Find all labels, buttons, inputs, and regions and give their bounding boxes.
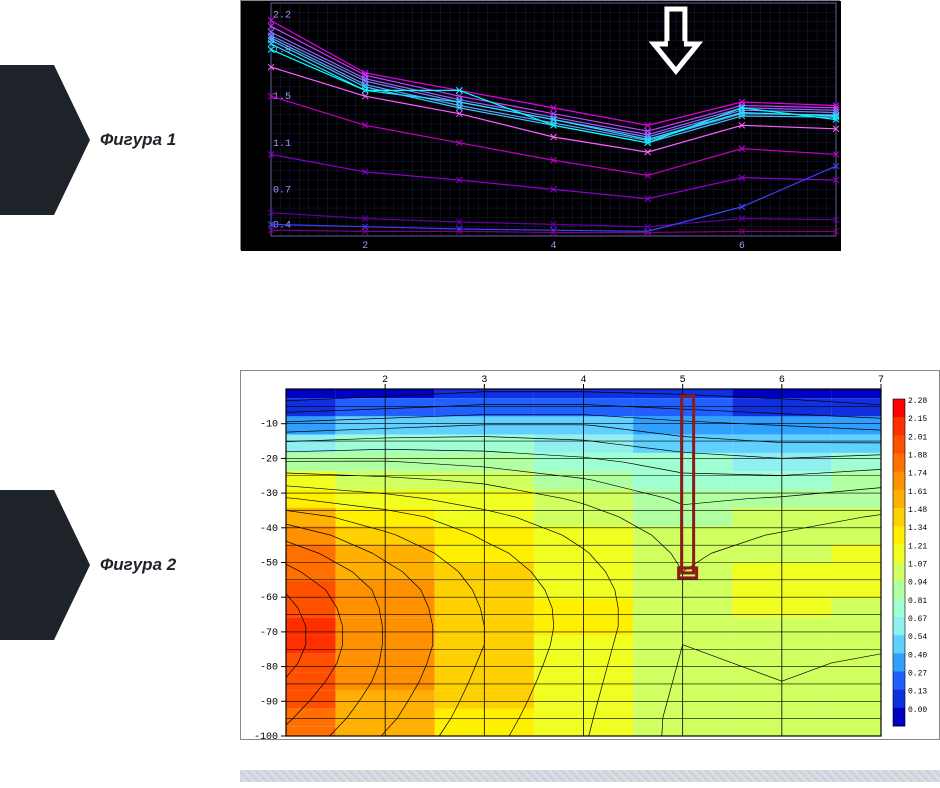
svg-text:4: 4: [551, 241, 557, 251]
figure-1-label: Фигура 1: [100, 130, 176, 150]
svg-text:4: 4: [581, 375, 587, 386]
pentagon-marker-2: [0, 490, 90, 640]
figure-2-label: Фигура 2: [100, 555, 176, 575]
svg-text:2.2: 2.2: [273, 11, 291, 22]
svg-text:-60: -60: [260, 593, 278, 604]
svg-text:-10: -10: [260, 420, 278, 431]
svg-text:-20: -20: [260, 454, 278, 465]
noise-strip: [240, 770, 940, 782]
figure-1-chart: 0.40.71.11.51.92.2246: [240, 0, 840, 250]
svg-text:2.01: 2.01: [908, 433, 927, 442]
svg-text:5: 5: [680, 375, 686, 386]
svg-text:0.81: 0.81: [908, 597, 927, 606]
svg-text:-80: -80: [260, 663, 278, 674]
svg-text:0.00: 0.00: [908, 706, 927, 715]
svg-text:-90: -90: [260, 697, 278, 708]
svg-text:1.74: 1.74: [908, 470, 927, 479]
svg-text:6: 6: [739, 241, 745, 251]
svg-text:2: 2: [382, 375, 388, 386]
svg-text:0.67: 0.67: [908, 615, 927, 624]
svg-text:1.88: 1.88: [908, 452, 927, 461]
svg-text:-70: -70: [260, 628, 278, 639]
svg-text:0.54: 0.54: [908, 633, 927, 642]
svg-text:-50: -50: [260, 559, 278, 570]
svg-text:1.61: 1.61: [908, 488, 927, 497]
svg-text:3: 3: [481, 375, 487, 386]
svg-text:7: 7: [878, 375, 884, 386]
svg-text:2.28: 2.28: [908, 397, 927, 406]
svg-text:1.1: 1.1: [273, 139, 291, 150]
svg-text:0.13: 0.13: [908, 688, 927, 697]
svg-text:1.21: 1.21: [908, 542, 927, 551]
svg-text:1.48: 1.48: [908, 506, 927, 515]
svg-text:-30: -30: [260, 489, 278, 500]
svg-text:0.27: 0.27: [908, 670, 927, 679]
svg-text:2.15: 2.15: [908, 415, 927, 424]
svg-text:2: 2: [362, 241, 368, 251]
svg-text:-40: -40: [260, 524, 278, 535]
pentagon-marker-1: [0, 65, 90, 215]
svg-text:0.94: 0.94: [908, 579, 927, 588]
svg-text:-100: -100: [254, 732, 278, 741]
svg-text:1.34: 1.34: [908, 524, 927, 533]
svg-text:6: 6: [779, 375, 785, 386]
figure-2-chart: 2 3 4 5 6 7 -10 -20 -30 -40 -50 -60 -70 -80 -90 -100 2.2…: [240, 370, 940, 740]
svg-text:1.07: 1.07: [908, 561, 927, 570]
svg-text:0.7: 0.7: [273, 185, 291, 196]
svg-text:0.40: 0.40: [908, 651, 927, 660]
